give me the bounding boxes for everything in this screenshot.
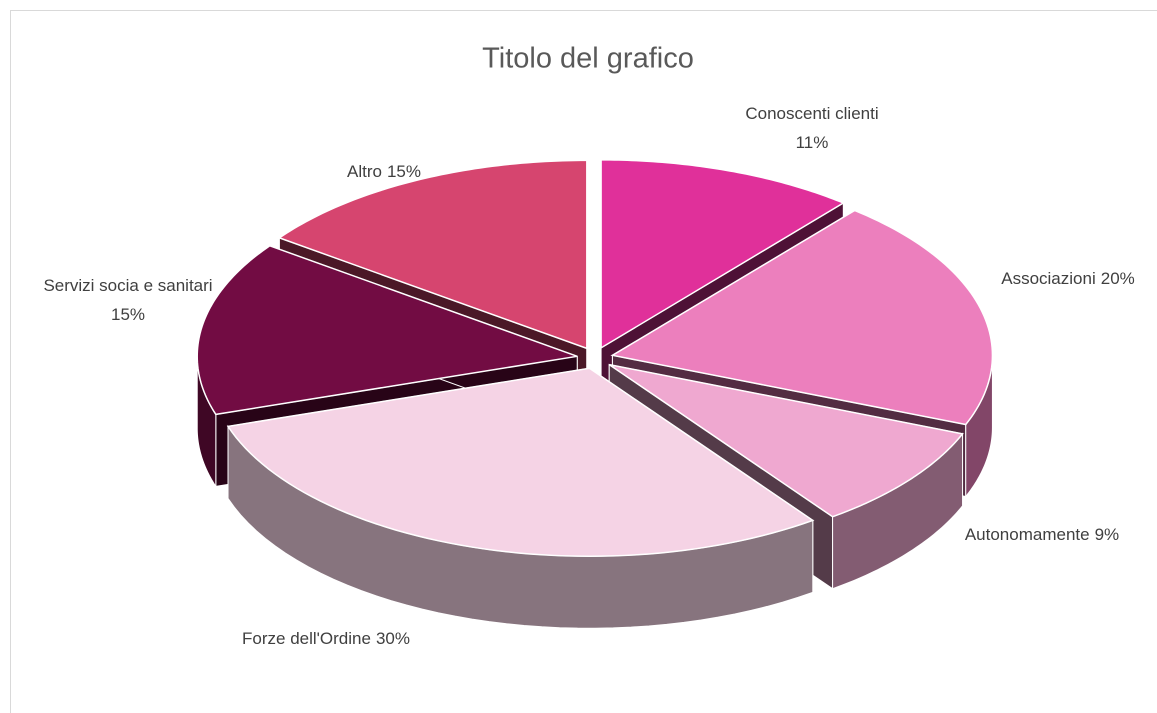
label-value: 20% [1101, 269, 1135, 288]
slice [600, 159, 845, 350]
label-value: 15% [387, 162, 421, 181]
data-label: Altro 15% [347, 162, 421, 181]
label-value: 15% [111, 305, 145, 324]
chart-title: Titolo del grafico [482, 43, 694, 75]
slice [277, 159, 588, 350]
label-category: Associazioni [1001, 269, 1096, 288]
slice [610, 209, 994, 426]
label-value: 11% [796, 133, 829, 152]
data-label: Forze dell'Ordine 30% [242, 629, 410, 648]
slice-group [226, 367, 815, 629]
label-category: Conoscenti clienti [745, 104, 878, 123]
data-label: Servizi socia e sanitari 15% [43, 276, 212, 324]
label-category: Altro [347, 162, 382, 181]
data-label: Associazioni 20% [1001, 269, 1135, 288]
label-category: Forze dell'Ordine [242, 629, 371, 648]
slice [608, 363, 964, 518]
data-label: Conoscenti clienti 11% [745, 104, 878, 152]
label-value: 30% [376, 629, 410, 648]
label-value: 9% [1095, 525, 1120, 544]
label-category: Autonomamente [965, 525, 1090, 544]
slice [196, 244, 578, 416]
label-category: Servizi socia e sanitari [43, 276, 212, 295]
data-label: Autonomamente 9% [965, 525, 1119, 544]
slice [226, 367, 815, 558]
